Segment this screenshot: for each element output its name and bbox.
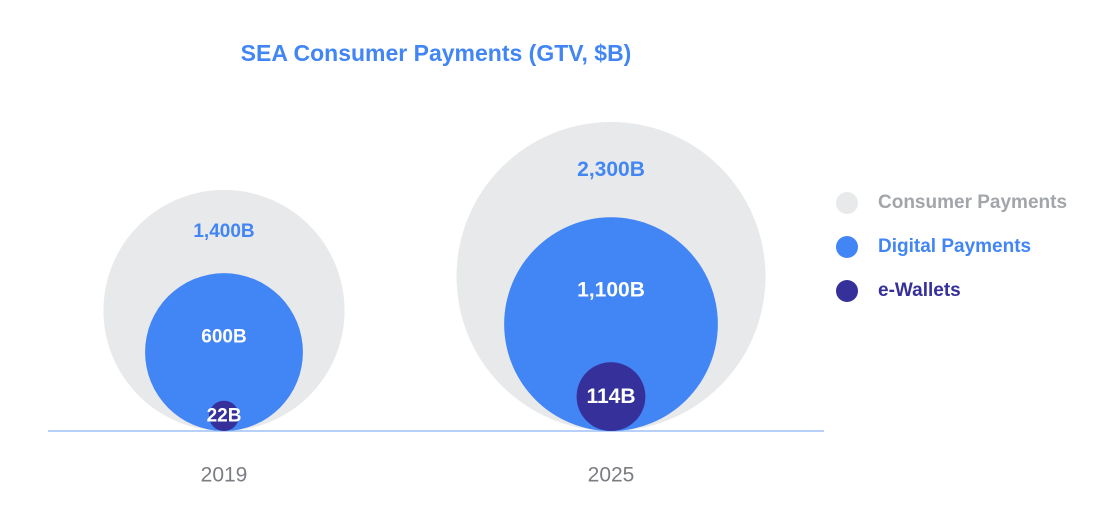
bubble-2019-e-wallets [208,400,240,431]
legend-item-digital-payments: Digital Payments [836,236,1067,258]
legend-label-consumer-payments: Consumer Payments [878,192,1068,213]
data-label-2019-consumer-payments: 1,400B [193,221,254,242]
bubble-2025-digital-payments [504,217,718,431]
bubble-2025-e-wallets [576,362,646,431]
legend-swatch-digital-payments [836,236,858,258]
data-label-2025-digital-payments: 1,100B [577,278,645,301]
legend-item-consumer-payments: Consumer Payments [836,192,1067,214]
data-label-2019-digital-payments: 600B [201,326,246,347]
legend-swatch-consumer-payments [836,192,858,214]
legend-label-e-wallets: e-Wallets [878,280,961,301]
legend-label-digital-payments: Digital Payments [878,236,1032,257]
data-label-2025-consumer-payments: 2,300B [577,158,645,181]
x-tick-label-2025: 2025 [588,464,635,487]
legend: Consumer Payments Digital Payments e-Wal… [836,192,1067,324]
chart-title: SEA Consumer Payments (GTV, $B) [240,40,632,66]
data-label-2019-e-wallets: 22B [207,405,242,426]
bubble-2019-digital-payments [145,273,303,432]
data-label-2025-e-wallets: 114B [586,385,635,408]
x-tick-label-2019: 2019 [201,464,248,487]
legend-swatch-e-wallets [836,280,858,302]
legend-item-e-wallets: e-Wallets [836,280,1067,302]
